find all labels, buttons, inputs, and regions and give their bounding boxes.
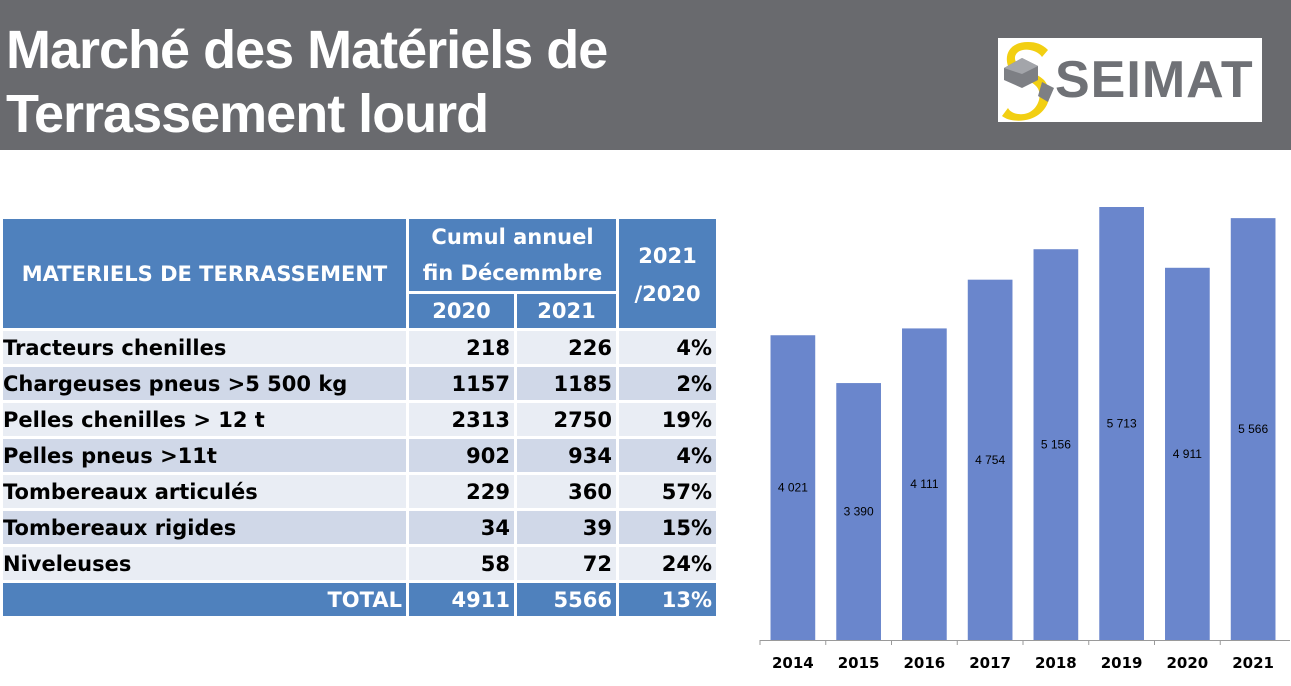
bar-2020 [1165,267,1210,640]
row-name: Pelles pneus >11t [0,436,409,475]
row-2021: 934 [514,436,619,475]
row-name: Tracteurs chenilles [0,328,409,367]
seimat-emblem-icon [1002,42,1054,121]
title-line-2: Terrassement lourd [6,84,489,144]
row-2020: 34 [406,508,517,547]
equipment-table: MATERIELS DE TERRASSEMENT Cumul annuel f… [0,216,719,619]
bar-2014 [770,335,816,640]
row-2020: 218 [406,328,517,367]
table-row: Tombereaux rigides 34 39 15% [0,508,719,547]
row-change: 4% [616,436,719,475]
table-row: Chargeuses pneus >5 500 kg 1157 1185 2% [0,364,719,403]
table-row: Pelles pneus >11t 902 934 4% [0,436,719,475]
title-line-1: Marché des Matériels de [6,20,608,80]
row-2021: 360 [514,472,619,511]
total-2020: 4911 [406,580,517,619]
seimat-logo: SEIMAT [998,38,1262,122]
total-change: 13% [616,580,719,619]
col-header-ratio: 2021 /2020 [616,216,719,331]
x-tick-label-2019: 2019 [1101,654,1143,672]
cumul-line-2: fin Décemmbre [422,261,603,285]
row-name: Niveleuses [0,544,409,583]
bar-value-label-2015: 3 390 [844,505,874,519]
row-change: 24% [616,544,719,583]
row-2020: 229 [406,472,517,511]
table-row: Niveleuses 58 72 24% [0,544,719,583]
bar-value-label-2018: 5 156 [1041,438,1071,452]
header-banner: Marché des Matériels de Terrassement lou… [0,0,1291,150]
total-2021: 5566 [514,580,619,619]
bar-2019 [1099,207,1144,640]
table-row: Tracteurs chenilles 218 226 4% [0,328,719,367]
x-tick-label-2014: 2014 [772,654,814,672]
bar-value-label-2021: 5 566 [1238,422,1268,436]
bar-value-label-2020: 4 911 [1173,447,1202,461]
x-tick-label-2017: 2017 [969,654,1011,672]
bar-2016 [902,328,947,640]
col-header-equipment: MATERIELS DE TERRASSEMENT [0,216,409,331]
row-2021: 226 [514,328,619,367]
bar-value-label-2014: 4 021 [778,481,808,495]
bar-2021 [1230,218,1276,641]
row-change: 4% [616,328,719,367]
logo-text: SEIMAT [1055,51,1254,109]
table-total-row: TOTAL 4911 5566 13% [0,580,719,619]
page-title: Marché des Matériels de Terrassement lou… [6,18,766,146]
row-name: Tombereaux articulés [0,472,409,511]
row-2020: 1157 [406,364,517,403]
bar-value-label-2016: 4 111 [910,477,939,491]
row-2021: 2750 [514,400,619,439]
row-name: Pelles chenilles > 12 t [0,400,409,439]
row-2021: 72 [514,544,619,583]
x-tick-label-2016: 2016 [904,654,946,672]
row-name: Chargeuses pneus >5 500 kg [0,364,409,403]
row-change: 19% [616,400,719,439]
ratio-line-2: /2020 [634,281,701,306]
ratio-line-1: 2021 [638,243,697,268]
col-header-cumul: Cumul annuel fin Décemmbre [406,216,619,294]
row-2020: 2313 [406,400,517,439]
row-change: 15% [616,508,719,547]
table-row: Pelles chenilles > 12 t 2313 2750 19% [0,400,719,439]
bar-2015 [836,383,881,640]
col-header-2021: 2021 [514,291,619,331]
total-label: TOTAL [0,580,409,619]
x-tick-label-2020: 2020 [1167,654,1209,672]
bar-2018 [1033,249,1079,640]
row-change: 57% [616,472,719,511]
x-tick-label-2018: 2018 [1035,654,1077,672]
row-2021: 1185 [514,364,619,403]
row-change: 2% [616,364,719,403]
cumul-line-1: Cumul annuel [431,225,594,249]
bar-value-label-2017: 4 754 [975,453,1005,467]
x-tick-label-2015: 2015 [838,654,880,672]
col-header-2020: 2020 [406,291,517,331]
x-tick-label-2021: 2021 [1232,654,1274,672]
table-row: Tombereaux articulés 229 360 57% [0,472,719,511]
row-2021: 39 [514,508,619,547]
bar-value-label-2019: 5 713 [1107,417,1137,431]
bar-2017 [967,279,1013,640]
row-name: Tombereaux rigides [0,508,409,547]
row-2020: 902 [406,436,517,475]
row-2020: 58 [406,544,517,583]
annual-market-bar-chart: 4 021 2014 3 390 2015 4 111 2016 4 754 2017 5 15… [759,207,1290,672]
